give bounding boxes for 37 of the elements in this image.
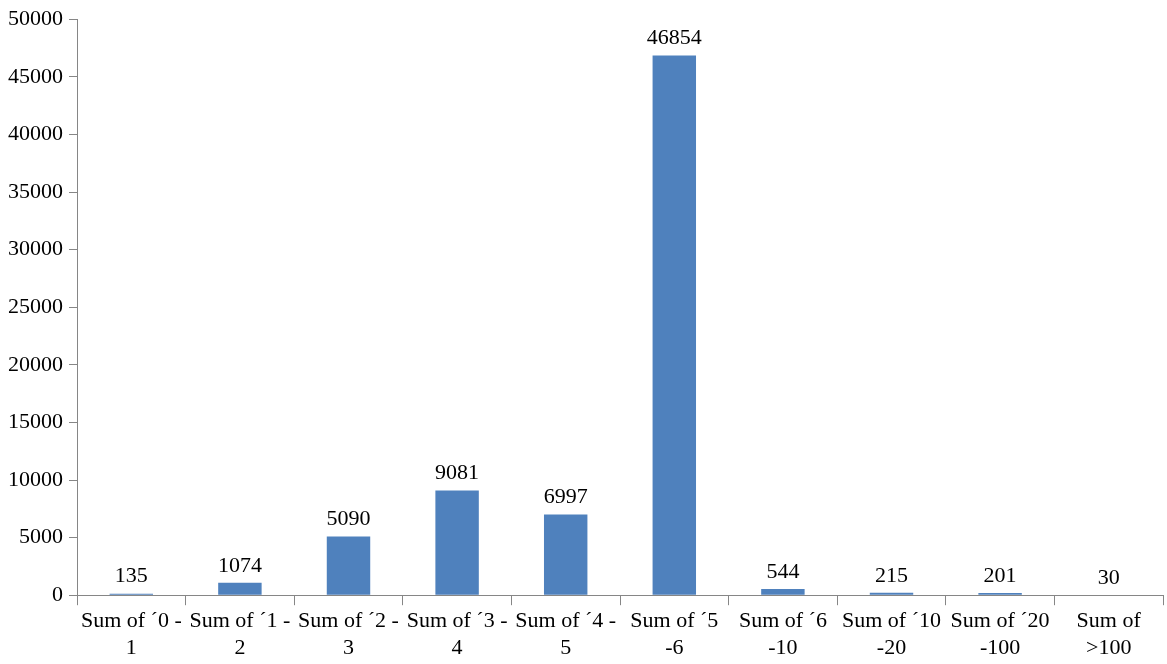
x-tick-label: Sum of ´5 -6 [630,607,719,659]
data-label: 1074 [217,551,262,577]
data-label: 6997 [543,483,588,509]
x-tick-label: Sum of ´2 - 3 [298,607,399,659]
y-tick-label: 5000 [19,523,63,549]
bar [652,55,697,595]
x-tick-label: Sum of ´3 - 4 [406,607,508,659]
y-tick-label: 25000 [8,292,63,318]
bar [543,514,588,595]
bar [761,588,805,595]
data-label: 201 [983,561,1017,587]
x-tick-label: Sum of ´20 -100 [950,607,1050,659]
data-label: 46854 [646,24,702,50]
data-label: 5090 [326,505,371,531]
x-tick-label: Sum of >100 [1076,607,1142,659]
data-label: 135 [114,562,148,588]
y-tick-label: 15000 [8,408,63,434]
x-tick-label: Sum of ´4 - 5 [515,607,617,659]
data-label: 215 [875,561,908,587]
x-tick-label: Sum of ´6 -10 [738,607,827,659]
x-tick-label: Sum of ´1 - 2 [189,607,291,659]
y-tick-label: 35000 [8,177,63,203]
y-tick-label: 10000 [8,465,63,491]
y-tick-label: 20000 [8,350,63,376]
data-label: 544 [766,557,800,583]
x-tick-label: Sum of ´10 -20 [842,607,941,659]
bar [435,490,479,595]
bar [218,582,262,595]
data-label: 30 [1097,563,1120,589]
x-tick-label: Sum of ´0 - 1 [80,607,182,659]
bar [326,536,371,595]
y-tick-label: 50000 [8,4,63,30]
data-label: 9081 [435,459,480,485]
y-tick-label: 40000 [8,120,63,146]
y-tick-label: 45000 [8,62,63,88]
y-tick-label: 30000 [8,235,63,261]
y-tick-label: 0 [52,580,63,606]
